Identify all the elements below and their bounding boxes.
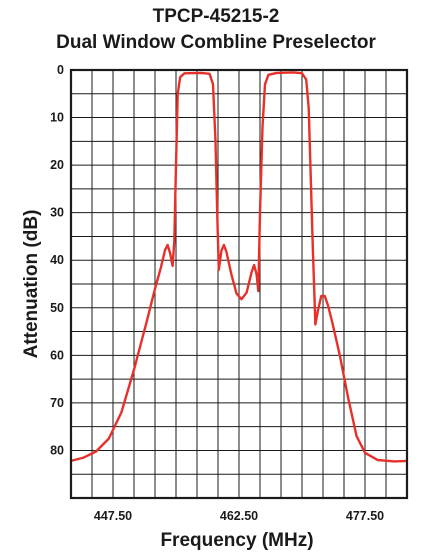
y-tick-label-6: 60 [50,348,64,362]
y-tick-label-2: 20 [50,158,64,172]
x-axis-label: Frequency (MHz) [160,530,313,551]
grid [71,70,407,498]
y-axis-label: Attenuation (dB) [21,210,42,359]
chart-subtitle: Dual Window Combline Preselector [56,32,376,53]
x-tick-label-2: 477.50 [346,509,384,523]
y-tick-label-1: 10 [50,111,64,125]
y-tick-label-7: 70 [50,396,64,410]
y-tick-labels: 0 10 20 30 40 50 60 70 80 [50,63,64,457]
chart-title: TPCP-45215-2 [153,6,280,27]
series-layer [69,71,409,463]
series-line-0 [69,71,409,463]
x-tick-label-1: 462.50 [220,509,258,523]
y-tick-label-8: 80 [50,443,64,457]
x-tick-labels: 447.50 462.50 477.50 [94,509,384,523]
x-tick-label-0: 447.50 [94,509,132,523]
y-tick-label-3: 30 [50,206,64,220]
y-tick-label-0: 0 [57,63,64,77]
plot-frame [69,68,409,500]
y-tick-label-5: 50 [50,301,64,315]
y-tick-label-4: 40 [50,253,64,267]
